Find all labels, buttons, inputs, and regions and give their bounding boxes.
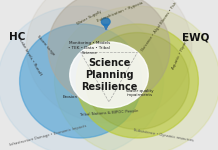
Ellipse shape (48, 0, 170, 105)
Ellipse shape (20, 24, 142, 138)
Ellipse shape (70, 42, 148, 108)
Ellipse shape (101, 18, 110, 26)
Ellipse shape (76, 24, 198, 138)
Ellipse shape (54, 6, 218, 150)
Text: Lake levels • Runoff: Lake levels • Runoff (19, 38, 43, 76)
Ellipse shape (85, 33, 189, 129)
Text: HC: HC (9, 33, 25, 42)
Text: Nuisance • Algal Blooms • Fish: Nuisance • Algal Blooms • Fish (140, 2, 178, 52)
Text: Erosion: Erosion (62, 96, 77, 99)
Text: EWQ: EWQ (182, 33, 209, 42)
Text: Tribal Nations & BIPOC People: Tribal Nations & BIPOC People (80, 108, 138, 117)
Text: Monitoring • Models
• TEK • Data • Tribal
Science: Monitoring • Models • TEK • Data • Triba… (68, 41, 110, 55)
Text: Eutrophication • Hypoxia: Eutrophication • Hypoxia (96, 1, 143, 23)
Text: Science
Planning
Resilience: Science Planning Resilience (81, 58, 137, 92)
Ellipse shape (0, 6, 164, 150)
Text: Water quality
impairments: Water quality impairments (126, 89, 153, 97)
Text: Infrastructure Damage • Economic Impacts: Infrastructure Damage • Economic Impacts (9, 123, 87, 147)
Text: Aquatic • Riparian: Aquatic • Riparian (171, 35, 191, 70)
Text: Storm surge: Storm surge (36, 34, 55, 56)
Ellipse shape (26, 0, 192, 123)
Text: Water Supply: Water Supply (76, 10, 102, 26)
Text: Subsistence • Dynamic resources: Subsistence • Dynamic resources (133, 128, 194, 142)
